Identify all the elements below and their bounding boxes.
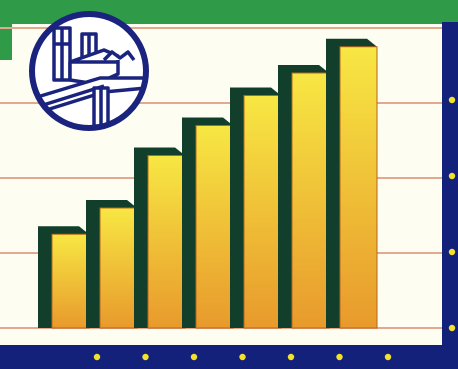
- frame-dot: [142, 353, 149, 361]
- frame-dot: [448, 248, 456, 256]
- bar-face: [51, 233, 90, 329]
- bar-shadow: [38, 226, 89, 328]
- bar-face: [147, 155, 186, 329]
- bar-face: [195, 125, 234, 329]
- bar-shadow: [278, 65, 329, 328]
- frame-dot: [448, 172, 456, 180]
- bar: [134, 147, 186, 329]
- bar: [86, 200, 138, 329]
- frame-dot: [448, 96, 456, 104]
- bar-face: [339, 46, 378, 329]
- frame-dot: [287, 353, 295, 361]
- frame-dot: [93, 353, 101, 361]
- frame-dot: [336, 353, 343, 361]
- bar-face: [99, 207, 138, 329]
- industrial-buildings-icon: [29, 11, 149, 131]
- frame-dots: [93, 96, 456, 361]
- bar: [326, 38, 378, 329]
- frame-dot: [239, 353, 246, 361]
- bar-face: [243, 95, 282, 329]
- bar: [278, 65, 330, 329]
- bar: [38, 226, 90, 329]
- bar-shadow: [86, 200, 137, 328]
- bar-shadow: [326, 38, 377, 328]
- top-left-green-tab: [0, 24, 12, 60]
- bar-shadow: [134, 147, 185, 328]
- bar: [230, 87, 282, 329]
- bar-shadow: [182, 117, 233, 328]
- bar: [182, 117, 234, 329]
- bar-face: [291, 72, 330, 329]
- bar-shadow: [230, 87, 281, 328]
- frame-bottom-border: [0, 345, 458, 369]
- frame-right-border: [442, 22, 458, 369]
- bars: [38, 38, 378, 329]
- frame-dot: [190, 353, 198, 361]
- frame-dot: [448, 324, 456, 332]
- frame-dot: [384, 353, 392, 361]
